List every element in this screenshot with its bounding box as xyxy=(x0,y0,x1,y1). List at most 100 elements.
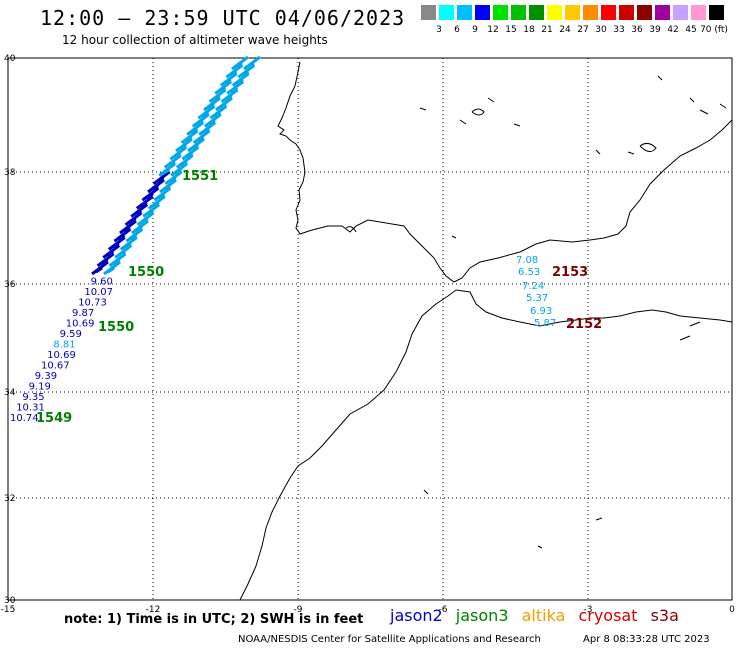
wave-height-value: 10.31 xyxy=(16,403,45,414)
overlapping-track-marks xyxy=(237,64,256,79)
overlapping-track-marks xyxy=(141,187,160,202)
color-scale-label: 12 xyxy=(487,25,499,35)
overlapping-track-marks xyxy=(119,219,137,235)
overlapping-track-marks xyxy=(107,236,126,251)
color-swatch xyxy=(583,5,599,20)
overlapping-track-marks xyxy=(159,178,177,194)
overlapping-track-marks xyxy=(103,260,121,276)
legend-jason2: jason2 xyxy=(390,606,443,625)
overlapping-track-marks xyxy=(158,162,177,177)
coastline xyxy=(239,61,733,601)
satellite-legend: jason2 jason3 altika cryosat s3a xyxy=(390,606,687,625)
color-scale-label: 33 xyxy=(613,25,625,35)
jason2-track-west: 10.7410.319.359.199.3910.6710.698.819.59… xyxy=(10,55,261,424)
color-swatch xyxy=(511,5,527,20)
page-subtitle: 12 hour collection of altimeter wave hei… xyxy=(62,33,328,47)
overlapping-track-marks xyxy=(187,137,205,153)
longitude-tick-label: -15 xyxy=(1,605,16,615)
wave-height-value: 6.53 xyxy=(518,267,540,278)
pass-label-2152: 2152 xyxy=(566,317,602,332)
color-scale-label: 27 xyxy=(577,25,589,35)
overlapping-track-marks xyxy=(180,129,199,144)
longitude-tick-label: 0 xyxy=(729,605,735,615)
overlapping-track-marks xyxy=(91,260,109,276)
wave-height-value: 7.08 xyxy=(516,255,538,266)
wave-height-value: 9.39 xyxy=(35,371,57,382)
coastline-iberia-west xyxy=(277,61,733,283)
overlapping-track-marks xyxy=(209,105,228,120)
color-swatch xyxy=(565,5,581,20)
overlapping-track-marks xyxy=(108,252,127,267)
latitude-tick-label: 34 xyxy=(4,388,16,398)
wave-height-value: 9.19 xyxy=(29,382,51,393)
overlapping-track-marks xyxy=(170,162,189,177)
overlapping-track-marks xyxy=(231,55,249,71)
color-swatch xyxy=(673,5,689,20)
longitude-tick-label: -3 xyxy=(584,605,593,615)
wave-height-value: 10.73 xyxy=(78,298,107,309)
overlapping-track-marks xyxy=(102,244,121,259)
wave-height-value: 9.60 xyxy=(91,277,113,288)
legend-s3a: s3a xyxy=(650,606,679,625)
color-swatch xyxy=(475,5,491,20)
overlapping-track-marks xyxy=(191,113,210,128)
color-swatch xyxy=(547,5,563,20)
wave-height-value: 10.74 xyxy=(10,413,39,424)
credit-timestamp: Apr 8 08:33:28 UTC 2023 xyxy=(583,634,710,645)
wave-height-value: 9.35 xyxy=(22,392,44,403)
wave-height-value: 10.69 xyxy=(47,350,76,361)
latitude-axis-labels: 40 38 36 34 32 30 xyxy=(4,54,16,606)
overlapping-track-marks xyxy=(119,236,138,251)
overlapping-track-marks xyxy=(203,96,221,112)
overlapping-track-marks xyxy=(147,195,166,210)
latitude-tick-label: 30 xyxy=(4,596,16,606)
color-swatch xyxy=(421,5,437,20)
wave-height-value: 9.59 xyxy=(60,329,82,340)
overlapping-track-marks xyxy=(113,228,132,243)
pass-label-1550-lower: 1550 xyxy=(98,320,134,335)
longitude-tick-label: -12 xyxy=(146,605,161,615)
overlapping-track-marks xyxy=(226,80,245,95)
color-swatch xyxy=(655,5,671,20)
overlapping-track-marks xyxy=(225,64,244,79)
overlapping-track-marks xyxy=(215,96,233,112)
color-swatch xyxy=(637,5,653,20)
overlapping-track-marks xyxy=(152,170,171,185)
overlapping-track-marks xyxy=(243,55,261,71)
color-swatch xyxy=(601,5,617,20)
color-scale-label: 30 xyxy=(595,25,607,35)
overlapping-track-marks xyxy=(131,219,149,235)
overlapping-track-marks xyxy=(135,195,154,210)
overlapping-track-marks xyxy=(130,203,149,218)
overlapping-track-marks xyxy=(198,121,217,136)
color-swatch xyxy=(493,5,509,20)
wave-height-value: 5.37 xyxy=(526,293,548,304)
wave-height-value: 5.87 xyxy=(534,318,556,329)
overlapping-track-marks xyxy=(96,252,115,267)
wave-height-value: 10.67 xyxy=(41,361,70,372)
legend-jason3: jason3 xyxy=(455,606,509,625)
color-scale-label: 70 (ft) xyxy=(700,25,728,35)
color-scale-label: 15 xyxy=(505,25,517,35)
longitude-tick-label: -6 xyxy=(439,605,448,615)
overlapping-track-marks xyxy=(208,88,227,103)
overlapping-track-marks xyxy=(125,228,144,243)
color-scale-label: 9 xyxy=(472,25,478,35)
overlapping-track-marks xyxy=(181,146,200,161)
legend-altika: altika xyxy=(521,606,566,625)
latitude-tick-label: 32 xyxy=(4,494,15,504)
latitude-tick-label: 38 xyxy=(4,168,16,178)
overlapping-track-marks xyxy=(220,88,239,103)
overlapping-track-marks xyxy=(163,154,182,169)
color-swatch xyxy=(529,5,545,20)
overlapping-track-marks xyxy=(147,178,165,194)
latitude-tick-label: 36 xyxy=(4,280,16,290)
overlapping-track-marks xyxy=(169,146,188,161)
pass-label-1551: 1551 xyxy=(182,169,218,184)
overlapping-track-marks xyxy=(142,203,161,218)
wave-height-value: 9.87 xyxy=(72,308,94,319)
color-swatch xyxy=(709,5,725,20)
color-swatch xyxy=(457,5,473,20)
overlapping-track-marks xyxy=(186,121,205,136)
